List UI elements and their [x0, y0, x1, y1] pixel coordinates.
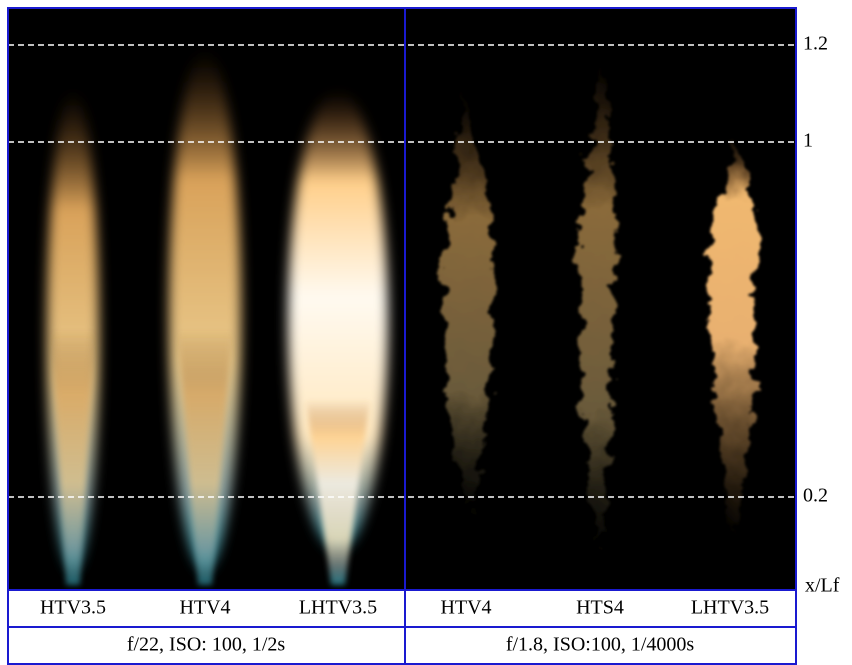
axis-mark: 0.2	[803, 485, 828, 507]
axis-mark: 1.2	[803, 33, 828, 55]
axis-mark: 1	[803, 130, 813, 152]
flame-label: LHTV3.5	[299, 597, 377, 619]
flame-label: HTV4	[179, 597, 230, 619]
caption: f/1.8, ISO:100, 1/4000s	[506, 634, 695, 656]
caption: f/22, ISO: 100, 1/2s	[127, 634, 286, 656]
flame-label: HTS4	[576, 597, 624, 619]
axis-label: x/Lf	[805, 575, 840, 597]
flame-label: HTV4	[440, 597, 491, 619]
photo-background	[8, 8, 796, 590]
figure: 1.2 1 0.2 x/Lf HTV3.5 HTV4 LHTV3.5 HTV4 …	[0, 0, 852, 665]
flame-label: HTV3.5	[40, 597, 106, 619]
flame-label: LHTV3.5	[691, 597, 769, 619]
